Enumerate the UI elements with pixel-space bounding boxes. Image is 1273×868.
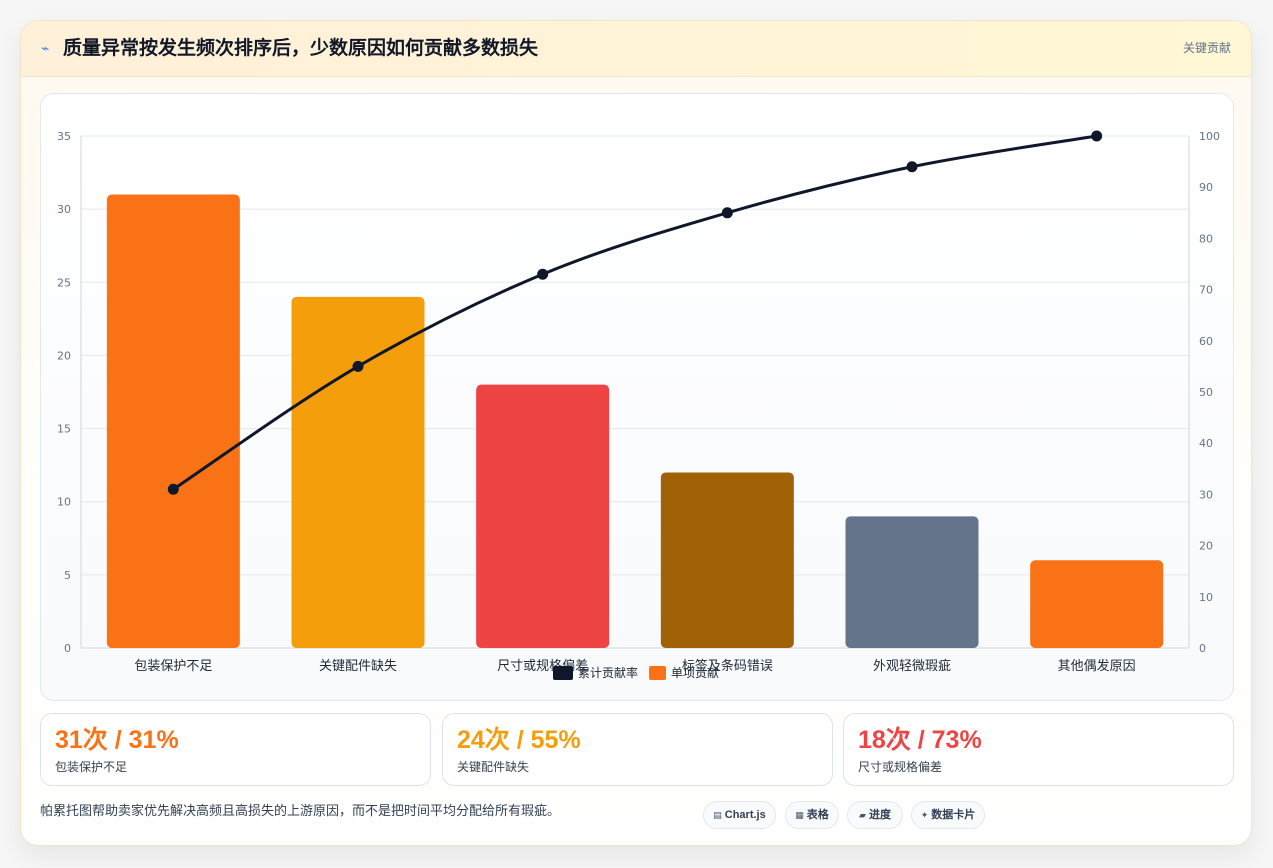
- data-card-chip-label: 数据卡片: [931, 809, 976, 821]
- chartjs-chip[interactable]: ▤ Chart.js: [703, 801, 776, 829]
- chart-icon: ▤: [713, 810, 722, 820]
- cumulative-line: [171, 134, 1099, 491]
- bar-6: [1030, 560, 1164, 648]
- legend-label-single: 单项贡献: [671, 665, 719, 680]
- x-axis-category-label: 尺寸或规格偏差: [497, 658, 588, 674]
- y2-axis-tick-label: 70: [1199, 284, 1213, 297]
- y2-axis-tick-label: 30: [1199, 488, 1213, 501]
- y2-axis-tick-label: 40: [1199, 437, 1213, 450]
- page-title: 质量异常按发生频次排序后，少数原因如何贡献多数损失: [63, 38, 539, 59]
- stat-card-packaging: 31次 / 31% 包装保护不足: [40, 713, 431, 786]
- legend-swatch-cumulative: [553, 666, 573, 680]
- cumulative-point-1: [167, 483, 179, 495]
- card-icon: ✦: [920, 810, 929, 820]
- cumulative-point-5: [906, 161, 918, 173]
- y-axis-tick-label: 10: [57, 496, 71, 509]
- y-axis-tick-label: 30: [57, 203, 71, 216]
- progress-chip-label: 进度: [868, 809, 891, 821]
- stat-value-size-spec: 18次 / 73%: [858, 726, 982, 754]
- x-axis-category-label: 包装保护不足: [134, 659, 212, 674]
- chartjs-chip-label: Chart.js: [724, 809, 766, 821]
- y-axis-tick-label: 5: [64, 569, 71, 582]
- y2-axis-tick-label: 0: [1199, 642, 1206, 655]
- y2-axis-tick-label: 60: [1199, 335, 1213, 348]
- y2-axis-tick-label: 90: [1199, 181, 1213, 194]
- bar-1: [106, 194, 240, 648]
- stat-card-missing-parts: 24次 / 55% 关键配件缺失: [442, 713, 833, 786]
- stat-value-missing-parts: 24次 / 55%: [457, 726, 581, 754]
- progress-chip[interactable]: ▰ 进度: [847, 801, 903, 829]
- y2-axis-tick-label: 10: [1199, 591, 1213, 604]
- card-header: ⌁ 质量异常按发生频次排序后，少数原因如何贡献多数损失 关键贡献: [21, 21, 1251, 77]
- progress-icon: ▰: [859, 810, 866, 820]
- y-axis-tick-label: 20: [57, 349, 71, 362]
- y2-axis-tick-label: 80: [1199, 232, 1213, 245]
- bar-2: [291, 296, 425, 648]
- bar-5: [845, 516, 979, 648]
- data-card-chip[interactable]: ✦ 数据卡片: [911, 801, 985, 829]
- table-icon: ▦: [795, 810, 804, 820]
- x-axis-category-label: 外观轻微瑕疵: [873, 659, 951, 674]
- cumulative-point-3: [537, 268, 549, 280]
- x-axis-category-label: 其他偶发原因: [1058, 658, 1136, 674]
- y-axis-tick-label: 15: [57, 423, 71, 436]
- y2-axis-tick-label: 50: [1199, 386, 1213, 399]
- cumulative-point-2: [352, 360, 364, 372]
- key-contribution-label: 关键贡献: [1182, 41, 1231, 55]
- stat-card-size-spec: 18次 / 73% 尺寸或规格偏差: [843, 713, 1234, 786]
- legend-swatch-single: [649, 666, 666, 680]
- lightning-icon: ⌁: [41, 40, 50, 56]
- y2-axis-tick-label: 100: [1199, 130, 1220, 143]
- y2-axis-tick-label: 20: [1199, 540, 1213, 553]
- stat-label-missing-parts: 关键配件缺失: [457, 760, 530, 774]
- bar-3: [476, 384, 610, 648]
- legend-label-cumulative: 累计贡献率: [578, 665, 638, 680]
- y-axis-tick-label: 35: [57, 130, 71, 143]
- dashboard-card: ⌁ 质量异常按发生频次排序后，少数原因如何贡献多数损失 关键贡献 0 5 10 15 2…: [20, 20, 1252, 846]
- y-axis-tick-label: 25: [57, 276, 71, 289]
- cumulative-point-6: [1091, 130, 1103, 142]
- stat-value-packaging: 31次 / 31%: [55, 726, 179, 754]
- table-chip[interactable]: ▦ 表格: [785, 801, 839, 829]
- y-axis-tick-label: 0: [64, 642, 71, 655]
- bar-4: [660, 472, 794, 648]
- cumulative-point-4: [721, 207, 733, 219]
- x-axis-category-label: 关键配件缺失: [319, 659, 397, 674]
- footer-note: 帕累托图帮助卖家优先解决高频且高损失的上游原因，而不是把时间平均分配给所有瑕疵。: [40, 803, 561, 818]
- stat-label-packaging: 包装保护不足: [55, 760, 128, 774]
- x-axis-category-label: 标签及条码错误: [682, 658, 773, 674]
- stat-label-size-spec: 尺寸或规格偏差: [858, 760, 943, 774]
- pareto-chart: 0 5 10 15 20 25 30 35 0 10 20 30 40 50 60 70 80 90 100 包装保护…: [57, 130, 1220, 680]
- table-chip-label: 表格: [806, 809, 829, 821]
- pareto-chart-panel: 0 5 10 15 20 25 30 35 0 10 20 30 40 50 60 70 80 90 100 包装保护…: [40, 93, 1234, 701]
